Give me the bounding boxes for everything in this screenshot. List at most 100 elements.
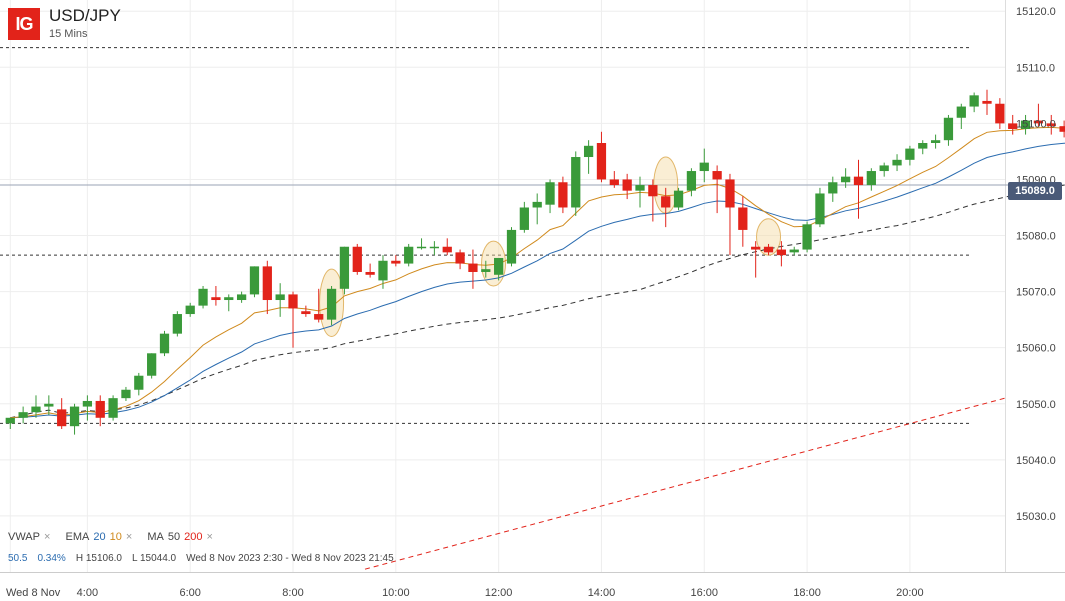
candle-body <box>172 314 182 334</box>
x-tick-label: 4:00 <box>77 587 98 599</box>
candle-body <box>18 412 28 418</box>
x-axis: Wed 8 Nov 4:00 6:00 8:00 10:00 12:00 14:00 16:0… <box>6 587 924 599</box>
candle-body <box>802 224 812 250</box>
candle-body <box>558 182 568 208</box>
candle-body <box>622 179 632 191</box>
candle-body <box>545 182 555 205</box>
candle-body <box>776 249 787 256</box>
y-tick-label: 15030.0 <box>1016 511 1056 523</box>
candle-body <box>95 400 105 418</box>
ma200-line <box>364 397 1006 570</box>
ma-period-200: 200 <box>184 531 203 543</box>
candle-body <box>314 314 324 320</box>
candle-body <box>455 252 465 264</box>
candle-body <box>956 106 966 118</box>
candle-body <box>275 294 285 301</box>
x-tick-label: 10:00 <box>382 587 410 599</box>
ema-remove-icon[interactable]: × <box>125 531 133 543</box>
candle-body <box>1033 120 1044 124</box>
candle-body <box>1020 120 1031 129</box>
price-stats: 50.5 0.34% H 15106.0 L 15044.0 Wed 8 Nov 202… <box>8 553 404 564</box>
highlight-ellipse <box>481 240 507 287</box>
vwap-label[interactable]: VWAP <box>8 531 40 543</box>
candle-body <box>352 246 362 272</box>
candle-body <box>404 246 414 264</box>
candle-body <box>571 157 581 208</box>
candle-body <box>44 403 54 407</box>
candle-body <box>326 288 337 320</box>
ma-label[interactable]: MA <box>147 531 164 543</box>
ma50-line <box>10 184 1065 419</box>
x-tick-label: 14:00 <box>588 587 616 599</box>
indicator-legend: VWAP × EMA 20 10 × MA 50 200 × <box>8 531 225 543</box>
ema-period-20: 20 <box>93 531 106 543</box>
candle-body <box>815 193 825 225</box>
candle-body <box>121 389 131 399</box>
chart-grid <box>0 0 1065 573</box>
y-tick-label: 15080.0 <box>1016 231 1056 243</box>
candle-body <box>930 140 941 143</box>
candle-body <box>879 165 889 172</box>
interval-label: 15 Mins <box>49 28 88 40</box>
change-value: 50.5 <box>8 553 28 564</box>
ma-remove-icon[interactable]: × <box>206 531 213 543</box>
x-tick-label: 18:00 <box>793 587 821 599</box>
candle-body <box>583 145 594 158</box>
x-tick-label: 20:00 <box>896 587 924 599</box>
candle-body <box>648 185 658 197</box>
candle-body <box>725 179 735 208</box>
candle-body <box>596 143 607 180</box>
candle-body <box>5 417 15 424</box>
candle-body <box>918 143 928 149</box>
vwap-remove-icon[interactable]: × <box>44 531 51 543</box>
horizontal-levels <box>0 47 1065 424</box>
candle-body <box>661 196 671 208</box>
candle-body <box>262 266 272 301</box>
candle-body <box>249 266 260 295</box>
candle-body <box>866 171 876 186</box>
current-price-tag: 15089.0 <box>1008 182 1062 200</box>
candle-body <box>31 406 41 413</box>
candle-body <box>995 103 1005 124</box>
candle-body <box>892 159 902 166</box>
candle-body <box>494 257 504 275</box>
y-tick-label: 15110.0 <box>1016 62 1055 74</box>
candle-body <box>738 207 748 230</box>
candle-body <box>763 246 774 253</box>
x-tick-label: Wed 8 Nov <box>6 587 61 599</box>
y-tick-label: 15120.0 <box>1016 6 1056 18</box>
y-tick-label: 15060.0 <box>1016 343 1056 355</box>
candle-body <box>841 176 851 183</box>
y-tick-label: 15050.0 <box>1016 399 1056 411</box>
candle-body <box>1059 126 1065 132</box>
candle-body <box>147 353 157 376</box>
candle-body <box>224 297 234 301</box>
ema20-line <box>10 142 1065 419</box>
candle-body <box>185 305 195 315</box>
candle-body <box>789 249 799 253</box>
candle-body <box>82 400 93 407</box>
candle-body <box>481 269 491 272</box>
candle-body <box>1046 123 1056 127</box>
date-range: Wed 8 Nov 2023 2:30 - Wed 8 Nov 2023 21:… <box>186 553 394 564</box>
ema-label[interactable]: EMA <box>65 531 90 543</box>
candle-body <box>905 148 915 160</box>
x-tick-label: 16:00 <box>691 587 719 599</box>
candle-body <box>699 162 709 172</box>
candle-body <box>673 190 684 208</box>
y-axis: 15030.0 15040.0 15050.0 15060.0 15070.0 15080… <box>1016 6 1056 523</box>
x-tick-label: 6:00 <box>179 587 200 599</box>
candle-body <box>982 100 992 104</box>
candle-body <box>211 297 221 301</box>
high-value: H 15106.0 <box>75 553 122 564</box>
candle-body <box>532 201 542 208</box>
candle-body <box>1008 123 1018 129</box>
symbol-title: USD/JPY <box>49 6 121 25</box>
candle-body <box>236 294 247 301</box>
x-tick-label: 12:00 <box>485 587 513 599</box>
candle-body <box>442 246 452 253</box>
candle-body <box>57 409 67 427</box>
candle-body <box>134 375 144 390</box>
candle-body <box>828 182 838 194</box>
